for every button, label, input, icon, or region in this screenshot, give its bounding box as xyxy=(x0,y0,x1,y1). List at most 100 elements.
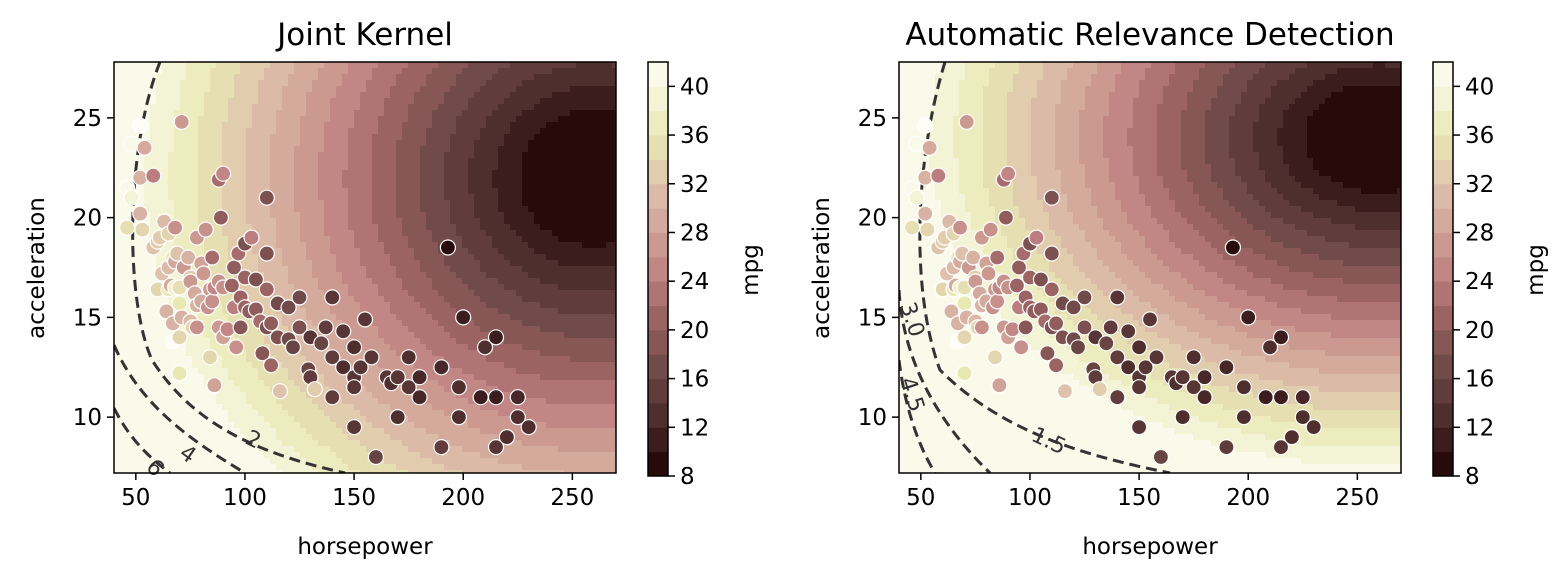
colorbar-tick-label: 28 xyxy=(680,220,709,246)
colorbar-band xyxy=(1433,62,1453,87)
colorbar-tick-label: 32 xyxy=(680,172,709,198)
colorbar-band xyxy=(1433,378,1453,404)
colorbar-band xyxy=(1433,135,1453,160)
data-point xyxy=(1141,311,1159,328)
data-point xyxy=(258,189,275,206)
data-point xyxy=(197,221,214,238)
colorbar-band xyxy=(648,281,668,307)
data-point xyxy=(258,245,275,262)
y-tick-label: 25 xyxy=(858,106,887,132)
data-point xyxy=(346,419,363,436)
data-point xyxy=(1047,315,1065,332)
colorbar: 8 12 16 20 24 28 32 36 40 xyxy=(647,61,709,490)
colorbar-band xyxy=(648,183,668,209)
data-point xyxy=(1043,281,1060,298)
data-point xyxy=(411,369,428,386)
data-point xyxy=(346,339,363,356)
colorbar-band xyxy=(648,427,668,453)
data-point xyxy=(487,389,505,406)
data-point xyxy=(930,167,947,184)
data-point xyxy=(1235,379,1253,396)
colorbar-band xyxy=(648,159,668,185)
data-point xyxy=(917,117,934,134)
colorbar-band xyxy=(1433,329,1453,355)
data-point xyxy=(1130,379,1148,396)
data-point xyxy=(1272,439,1290,456)
contour-line-3.0 xyxy=(899,289,992,473)
data-point xyxy=(173,113,190,131)
data-point xyxy=(1109,289,1126,306)
data-point xyxy=(1185,349,1202,366)
x-tick-label: 200 xyxy=(441,485,485,511)
x-axis-label: horsepower xyxy=(297,534,433,560)
colorbar-band xyxy=(648,329,668,355)
data-point xyxy=(958,113,975,131)
colorbar-band xyxy=(648,378,668,404)
colorbar-tick-label: 28 xyxy=(1465,220,1494,246)
data-point xyxy=(1294,389,1311,406)
data-point xyxy=(132,117,149,134)
contour-lines xyxy=(114,62,346,473)
scatter-points xyxy=(118,113,537,466)
data-point xyxy=(956,365,973,382)
data-point xyxy=(132,169,149,186)
data-point xyxy=(1065,299,1082,316)
colorbar-tick-label: 24 xyxy=(680,269,709,295)
y-tick-label: 10 xyxy=(73,405,102,431)
data-point xyxy=(335,359,352,376)
data-point xyxy=(317,319,334,336)
data-point xyxy=(1017,319,1034,336)
data-point xyxy=(999,165,1017,182)
data-point xyxy=(1069,339,1087,356)
colorbar-band xyxy=(648,354,668,380)
data-point xyxy=(917,169,934,186)
y-tick-label: 15 xyxy=(73,305,102,331)
colorbar-tick-label: 20 xyxy=(1465,318,1494,344)
colorbar-band xyxy=(1433,281,1453,307)
data-point xyxy=(1008,277,1026,294)
data-point xyxy=(1272,329,1290,346)
data-point xyxy=(411,389,428,406)
colorbar-band xyxy=(648,62,668,87)
data-point xyxy=(1196,369,1213,386)
data-point xyxy=(1013,339,1030,356)
x-tick-label: 150 xyxy=(332,485,376,511)
data-point xyxy=(986,349,1004,366)
x-tick-label: 150 xyxy=(1117,485,1161,511)
data-point xyxy=(1294,409,1311,426)
data-point xyxy=(1174,409,1191,426)
data-point xyxy=(145,167,162,184)
axes: 50 100 150 200 250 10 15 20 25 xyxy=(858,106,1380,511)
data-point xyxy=(204,293,221,310)
data-point xyxy=(204,249,221,266)
data-point xyxy=(171,295,188,312)
colorbar-frame xyxy=(647,61,669,477)
data-point xyxy=(1120,323,1137,340)
y-axis-label: acceleration xyxy=(24,197,50,339)
data-point xyxy=(982,221,999,238)
data-point xyxy=(280,299,297,316)
colorbar-band xyxy=(1433,451,1453,477)
x-tick-label: 50 xyxy=(906,485,935,511)
data-point xyxy=(134,221,151,238)
colorbar-tick-label: 32 xyxy=(1465,172,1494,198)
data-point xyxy=(1091,381,1108,398)
colorbar-tick-label: 36 xyxy=(1465,123,1494,149)
colorbar-band xyxy=(648,402,668,428)
data-point xyxy=(1076,289,1093,306)
data-point xyxy=(498,429,515,446)
data-point xyxy=(356,311,374,328)
data-point xyxy=(1235,409,1253,426)
contour-lines xyxy=(899,62,1171,473)
colorbar-band xyxy=(1433,159,1453,185)
data-point xyxy=(1283,429,1301,446)
data-point xyxy=(991,377,1008,394)
data-point xyxy=(171,365,188,382)
data-point xyxy=(1047,357,1065,374)
data-point xyxy=(367,448,384,466)
colorbar-tick-label: 8 xyxy=(680,464,695,490)
data-point xyxy=(965,249,982,266)
data-point xyxy=(136,139,153,156)
colorbar-frame xyxy=(1432,61,1454,477)
colorbar-tick-label: 20 xyxy=(680,318,709,344)
